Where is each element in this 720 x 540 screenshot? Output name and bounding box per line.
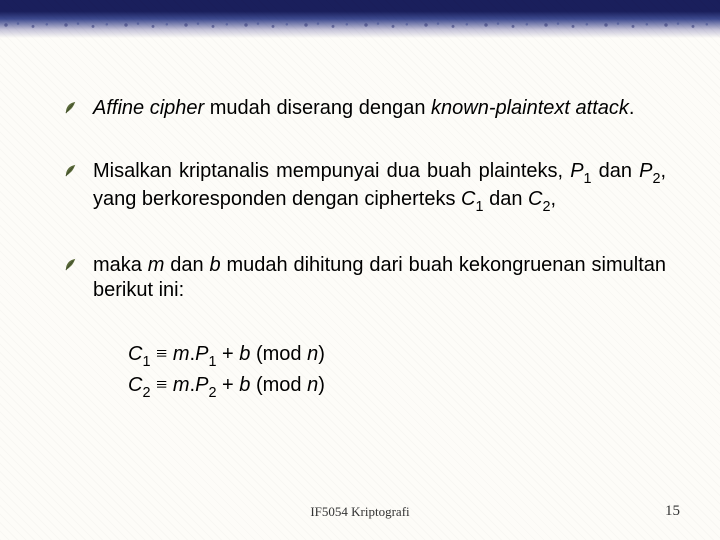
leaf-icon	[64, 257, 79, 272]
bullet-item: Misalkan kriptanalis mempunyai dua buah …	[64, 159, 666, 215]
bullet-text: Affine cipher mudah diserang dengan know…	[93, 96, 666, 121]
equation-line: C1 ≡ m.P1 + b (mod n)	[128, 341, 666, 372]
footer-page-number: 15	[665, 503, 680, 520]
bullet-item: maka m dan b mudah dihitung dari buah ke…	[64, 253, 666, 303]
bullet-text: Misalkan kriptanalis mempunyai dua buah …	[93, 159, 666, 215]
bullet-text: maka m dan b mudah dihitung dari buah ke…	[93, 253, 666, 303]
equation-line: C2 ≡ m.P2 + b (mod n)	[128, 372, 666, 403]
equations-block: C1 ≡ m.P1 + b (mod n) C2 ≡ m.P2 + b (mod…	[128, 341, 666, 403]
leaf-icon	[64, 100, 79, 115]
slide-content: Affine cipher mudah diserang dengan know…	[64, 96, 666, 403]
footer-course-code: IF5054 Kriptografi	[0, 504, 720, 520]
leaf-icon	[64, 163, 79, 178]
bullet-item: Affine cipher mudah diserang dengan know…	[64, 96, 666, 121]
slide-top-border	[0, 0, 720, 38]
